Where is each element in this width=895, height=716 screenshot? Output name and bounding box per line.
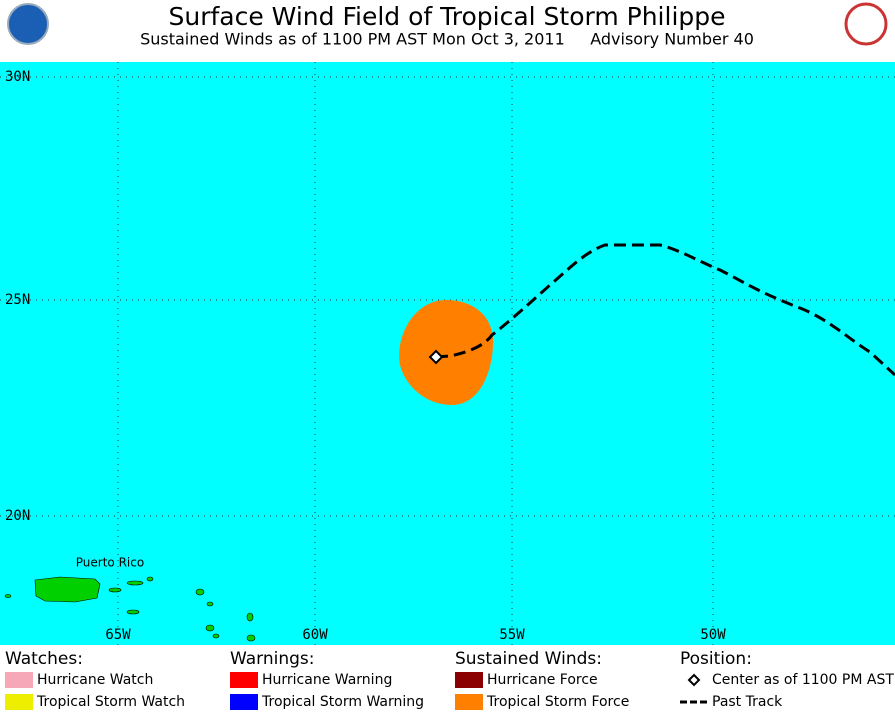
past-track (435, 243, 895, 377)
lon-label: 50W (700, 627, 726, 643)
legend-swatch (230, 694, 258, 710)
legend-swatch (5, 694, 33, 710)
title: Surface Wind Field of Tropical Storm Phi… (168, 2, 725, 31)
legend: Watches: Hurricane Watch Tropical Storm Wa… (5, 649, 894, 710)
storm-center (428, 349, 444, 365)
legend-center-icon (687, 673, 701, 687)
legend-swatch (455, 672, 483, 688)
legend-heading: Warnings: (230, 649, 314, 669)
puerto-rico (34, 576, 101, 603)
islands (4, 576, 256, 642)
legend-heading: Position: (680, 649, 752, 669)
legend-heading: Sustained Winds: (455, 649, 602, 669)
lon-label: 65W (105, 627, 131, 643)
lon-label: 60W (302, 627, 328, 643)
tropical-storm-force-swath (399, 300, 494, 405)
lat-label: 20N (5, 508, 30, 524)
legend-label: Tropical Storm Force (486, 694, 629, 710)
legend-label: Center as of 1100 PM AST (712, 672, 894, 688)
nws-logo (844, 2, 888, 46)
legend-label: Tropical Storm Warning (261, 694, 424, 710)
legend-swatch (5, 672, 33, 688)
place-label: Puerto Rico (76, 556, 144, 570)
lat-label: 30N (5, 69, 30, 85)
legend-label: Past Track (712, 694, 783, 710)
lat-label: 25N (5, 292, 30, 308)
legend-swatch (230, 672, 258, 688)
legend-heading: Watches: (5, 649, 83, 669)
legend-label: Hurricane Watch (37, 672, 153, 688)
noaa-logo (7, 3, 49, 45)
legend-swatch (455, 694, 483, 710)
legend-label: Tropical Storm Watch (36, 694, 185, 710)
lon-label: 55W (499, 627, 525, 643)
legend-label: Hurricane Force (487, 672, 598, 688)
grid: 30N 25N 20N 65W 60W 55W 50W (0, 62, 895, 645)
subtitle: Sustained Winds as of 1100 PM AST Mon Oc… (140, 30, 754, 49)
legend-label: Hurricane Warning (262, 672, 392, 688)
